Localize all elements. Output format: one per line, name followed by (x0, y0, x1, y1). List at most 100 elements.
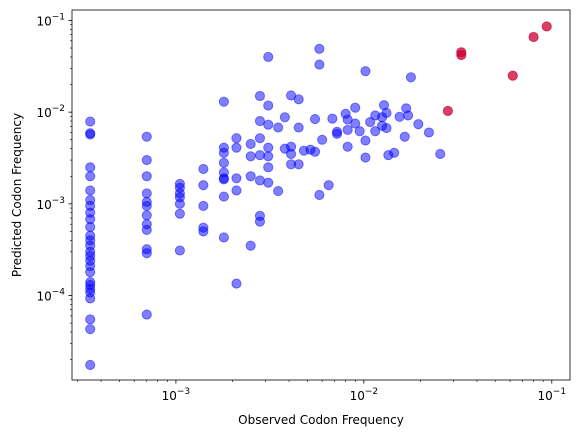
scatter-point (141, 309, 152, 320)
scatter-point (231, 185, 242, 196)
scatter-point (403, 110, 414, 121)
scatter-point (198, 200, 209, 211)
scatter-point (435, 148, 446, 160)
scatter-point (263, 51, 274, 62)
scatter-point (141, 155, 152, 166)
scatter-point (327, 113, 338, 124)
scatter-point (245, 240, 256, 251)
x-axis-ticks: 10−3 10−2 10−1 (77, 380, 567, 403)
scatter-point (354, 126, 365, 137)
scatter-point (198, 226, 209, 237)
scatter-point (342, 124, 353, 135)
scatter-point (314, 189, 325, 201)
scatter-point (263, 100, 274, 111)
scatter-point (141, 131, 152, 142)
scatter-point (85, 129, 96, 140)
scatter-point (85, 162, 96, 173)
scatter-point (218, 96, 229, 107)
scatter-point (314, 59, 325, 70)
scatter-point (141, 224, 152, 235)
y-axis-ticks: 10−4 10−3 10−2 10−1 (36, 12, 72, 360)
scatter-point (231, 278, 242, 289)
scatter-point (405, 72, 416, 83)
scatter-point (254, 90, 265, 102)
scatter-point (360, 66, 371, 77)
tick-label: 10−3 (162, 387, 191, 403)
x-axis-label: Observed Codon Frequency (238, 413, 404, 427)
scatter-point (394, 111, 405, 122)
scatter-point (218, 191, 229, 202)
scatter-point (254, 150, 265, 161)
scatter-point (245, 171, 256, 182)
scatter-point (541, 21, 552, 32)
scatter-point (399, 131, 410, 142)
tick-label: 10−2 (36, 104, 65, 120)
scatter-point (218, 147, 229, 158)
scatter-point (218, 232, 229, 243)
scatter-point (507, 70, 518, 81)
scatter-point (360, 135, 371, 146)
scatter-point (279, 112, 290, 123)
scatter-point (263, 162, 274, 173)
scatter-point (254, 115, 265, 127)
tick-label: 10−1 (538, 387, 567, 403)
scatter-point (528, 31, 539, 43)
scatter-point (85, 359, 96, 371)
scatter-point (423, 127, 434, 138)
scatter-point (254, 133, 265, 144)
scatter-point (342, 141, 353, 152)
scatter-point (263, 177, 274, 188)
scatter-point (245, 138, 256, 149)
y-axis-label: Predicted Codon Frequency (10, 113, 24, 277)
scatter-point (141, 200, 152, 211)
scatter-point (381, 123, 392, 134)
scatter-point (141, 171, 152, 182)
scatter-point (273, 122, 284, 133)
scatter-point (231, 173, 242, 184)
tick-label: 10−1 (36, 12, 65, 28)
scatter-point (381, 107, 392, 119)
scatter-point (141, 188, 152, 199)
scatter-point (360, 152, 371, 163)
scatter-point (231, 133, 242, 144)
scatter-point (317, 134, 328, 145)
scatter-point (174, 198, 185, 209)
scatter-point (254, 175, 265, 186)
scatter-point (293, 159, 304, 170)
scatter-point (218, 174, 229, 185)
scatter-point (350, 118, 361, 129)
tick-label: 10−2 (350, 387, 379, 403)
plot-area (85, 21, 552, 371)
tick-label: 10−4 (36, 288, 65, 304)
scatter-point (286, 148, 297, 160)
scatter-point (263, 119, 274, 130)
scatter-point (413, 119, 424, 130)
scatter-point (389, 147, 400, 158)
scatter-point (198, 180, 209, 191)
scatter-point (174, 245, 185, 256)
scatter-point (293, 94, 304, 105)
scatter-point (245, 151, 256, 162)
scatter-point (442, 105, 453, 117)
scatter-point (85, 171, 96, 182)
scatter-point (365, 117, 376, 128)
scatter-point (198, 163, 209, 175)
scatter-point (141, 210, 152, 221)
axes-frame (71, 9, 571, 381)
scatter-point (309, 146, 321, 157)
scatter-point (85, 221, 96, 232)
scatter-point (254, 216, 265, 227)
scatter-point (85, 324, 96, 335)
scatter-point (293, 122, 304, 133)
scatter-point (85, 293, 96, 304)
scatter-point (85, 267, 96, 278)
scatter-point (273, 185, 284, 197)
scatter-point (331, 126, 343, 137)
scatter-point (218, 157, 229, 168)
scatter-point (85, 116, 96, 127)
scatter-point (263, 142, 274, 153)
tick-label: 10−3 (36, 196, 65, 212)
